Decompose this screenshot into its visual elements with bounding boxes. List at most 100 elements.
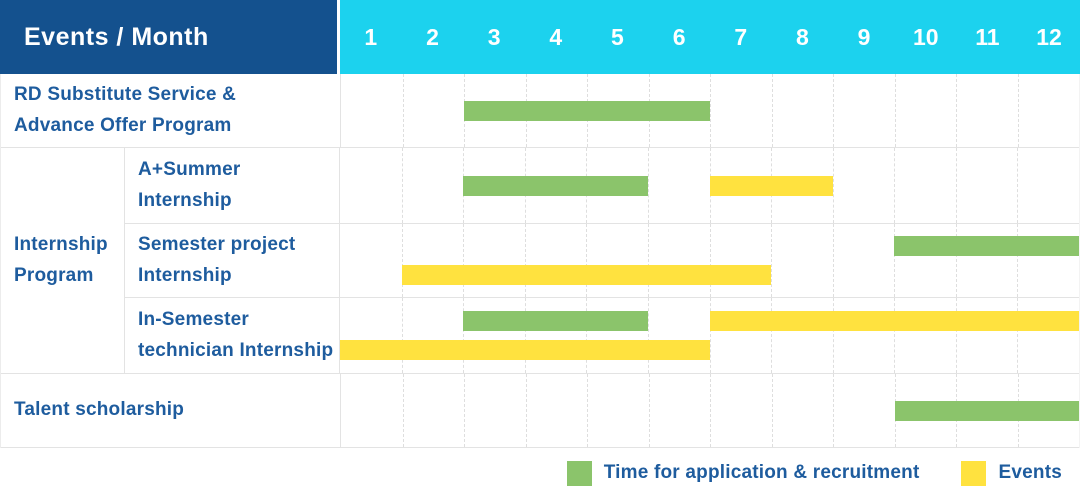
month-gridline: [1017, 224, 1019, 297]
chart-cell-talent-scholarship: [341, 374, 1079, 447]
row-label-semester-project: Semester project Internship: [125, 224, 340, 297]
month-gridline: [771, 298, 773, 373]
month-header-7: 7: [734, 23, 748, 50]
label-line: In-Semester: [138, 308, 249, 330]
month-gridline: [771, 74, 773, 147]
legend-item-recruitment: Time for application & recruitment: [566, 460, 920, 486]
gantt-bar-recruitment: [463, 175, 648, 196]
row-a-summer-internship: A+Summer Internship: [125, 148, 1079, 224]
month-gridline: [955, 298, 957, 373]
month-gridline: [894, 224, 896, 297]
month-header-1: 1: [364, 23, 378, 50]
month-gridline: [586, 224, 588, 297]
label-line: Internship: [138, 189, 232, 211]
month-gridline: [524, 224, 526, 297]
month-header-9: 9: [857, 23, 871, 50]
gantt-bar-recruitment: [464, 100, 710, 121]
month-header-10: 10: [912, 23, 939, 50]
month-header-2: 2: [426, 23, 439, 50]
row-label-in-semester-technician: In-Semester technician Internship: [125, 298, 340, 373]
month-gridline: [464, 374, 465, 447]
legend-label: Time for application & recruitment: [603, 462, 920, 483]
month-header-strip: 1 2 3 4 5 6 7 8 9 10 11 12: [340, 0, 1080, 74]
gantt-bar-recruitment: [463, 310, 648, 331]
month-gridline: [832, 298, 834, 373]
chart-cell-rd-substitute: [341, 74, 1079, 147]
events-month-header: Events / Month: [0, 0, 337, 74]
month-gridline: [586, 298, 588, 373]
month-gridline: [1017, 298, 1019, 373]
month-gridline: [894, 298, 896, 373]
month-header-8: 8: [796, 23, 809, 50]
month-header-4: 4: [549, 23, 563, 50]
month-gridline: [771, 224, 773, 297]
month-gridline: [648, 374, 650, 447]
label-line: RD Substitute Service &: [14, 83, 237, 105]
chart-cell-a-summer: [340, 148, 1079, 223]
month-gridline: [401, 298, 403, 373]
month-gridline: [647, 298, 649, 373]
legend-swatch-event: [961, 460, 987, 486]
month-gridline: [402, 74, 404, 147]
month-header-5: 5: [611, 23, 624, 50]
group-label-internship-program: Internship Program: [1, 148, 125, 373]
month-gridline: [401, 148, 403, 223]
row-semester-project-internship: Semester project Internship: [125, 224, 1079, 298]
month-gridline: [1017, 74, 1019, 147]
label-line: Internship: [138, 264, 232, 286]
month-gridline: [401, 224, 403, 297]
month-gridline: [771, 374, 773, 447]
legend: Time for application & recruitment Events: [0, 448, 1080, 498]
month-gridline: [833, 374, 834, 447]
month-header-12: 12: [1036, 23, 1062, 50]
gantt-bar-event: [401, 264, 772, 285]
month-gridline: [463, 224, 465, 297]
row-rd-substitute: RD Substitute Service & Advance Offer Pro…: [1, 74, 1079, 148]
row-label-talent-scholarship: Talent scholarship: [1, 374, 341, 447]
month-gridline: [710, 374, 711, 447]
legend-swatch-recruitment: [566, 460, 592, 486]
month-gridline: [524, 298, 526, 373]
month-gridline: [955, 148, 957, 223]
month-gridline: [709, 298, 711, 373]
internship-subrows: A+Summer Internship Semester project Inter…: [125, 148, 1079, 373]
month-header-3: 3: [487, 23, 501, 50]
month-gridline: [1017, 148, 1019, 223]
month-gridline: [833, 74, 834, 147]
gantt-bar-event: [340, 339, 710, 360]
group-internship-program: Internship Program A+Summer Internship Sem…: [1, 148, 1079, 374]
month-gridline: [832, 224, 834, 297]
row-label-a-summer: A+Summer Internship: [125, 148, 340, 223]
label-line: A+Summer: [138, 158, 241, 180]
gantt-bar-event: [709, 175, 833, 196]
label-line: Program: [14, 264, 94, 286]
label-line: Advance Offer Program: [14, 114, 232, 136]
label-line: Talent scholarship: [14, 399, 185, 421]
month-header-6: 6: [672, 23, 686, 50]
month-gridline: [402, 374, 404, 447]
month-header-11: 11: [975, 23, 1000, 50]
legend-item-event: Events: [961, 460, 1062, 486]
gantt-body: RD Substitute Service & Advance Offer Pro…: [0, 74, 1080, 448]
gantt-bar-event: [709, 310, 1079, 331]
month-gridline: [587, 374, 588, 447]
chart-cell-in-semester-technician: [340, 298, 1079, 373]
month-gridline: [710, 74, 711, 147]
month-gridline: [832, 148, 834, 223]
row-label-rd-substitute: RD Substitute Service & Advance Offer Pro…: [1, 74, 341, 147]
gantt-bar-recruitment: [894, 400, 1079, 421]
header-row: Events / Month 1 2 3 4 5 6 7 8 9 10 11 12: [0, 0, 1080, 74]
row-in-semester-technician-internship: In-Semester technician Internship: [125, 298, 1079, 373]
month-gridline: [894, 148, 896, 223]
chart-cell-semester-project: [340, 224, 1079, 297]
month-gridline: [463, 298, 465, 373]
month-gridline: [647, 224, 649, 297]
month-gridline: [709, 224, 711, 297]
label-line: Internship: [14, 233, 108, 255]
label-line: Semester project: [138, 233, 296, 255]
legend-label: Events: [998, 462, 1062, 483]
header-divider: [337, 0, 340, 74]
month-gridline: [525, 374, 527, 447]
row-talent-scholarship: Talent scholarship: [1, 374, 1079, 448]
